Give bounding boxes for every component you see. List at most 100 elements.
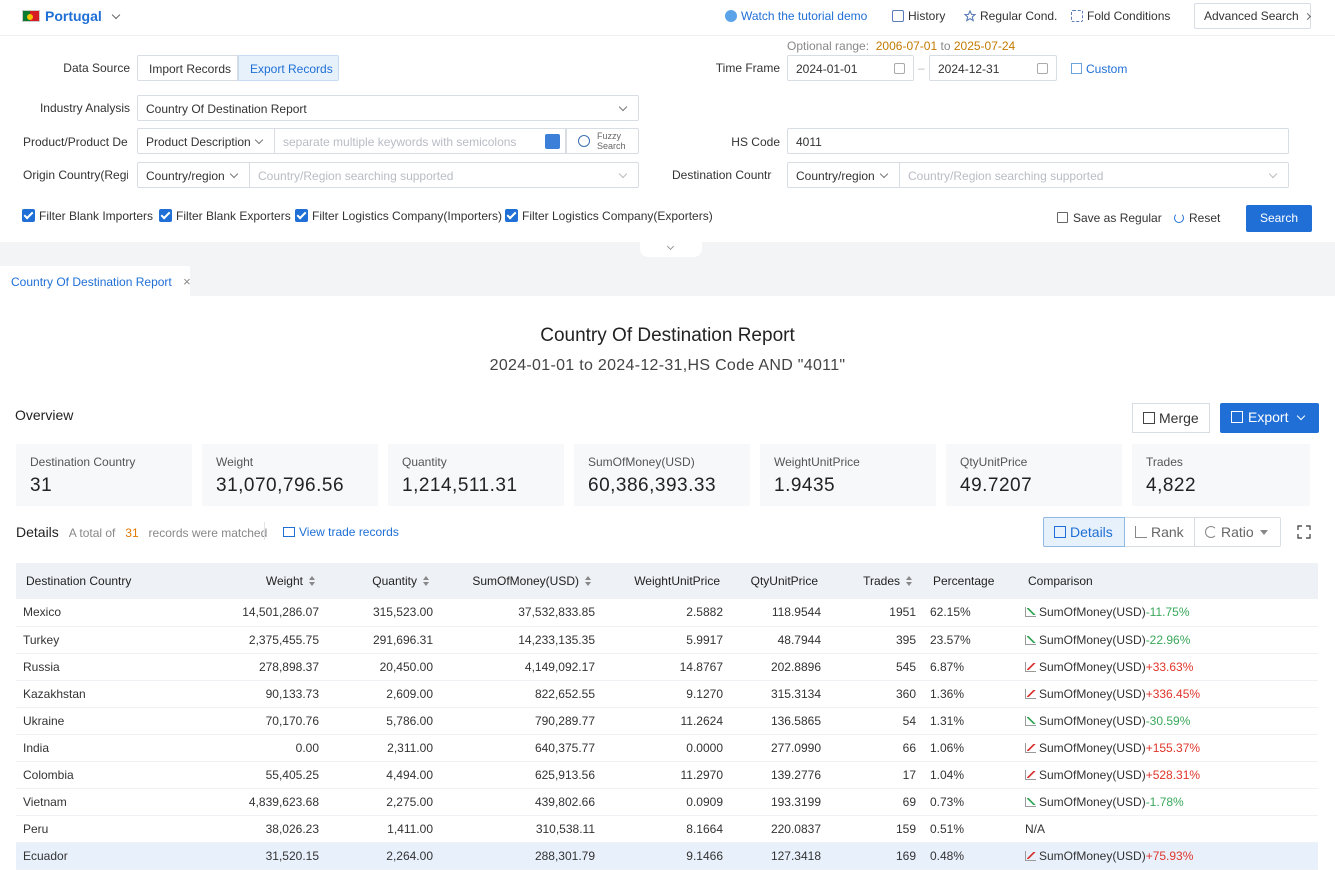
cell-weight: 55,405.25 (196, 761, 326, 789)
cell-weight-unit-price: 9.1466 (602, 842, 730, 870)
save-as-regular-button[interactable]: Save as Regular (1057, 211, 1162, 225)
cell-country: Ecuador (16, 842, 196, 870)
cell-percentage: 1.31% (923, 707, 1018, 735)
cell-trades: 545 (828, 653, 923, 681)
destination-type-select[interactable]: Country/region (787, 162, 900, 188)
stat-label: Trades (1146, 455, 1183, 469)
table-row[interactable]: Vietnam 4,839,623.68 2,275.00 439,802.66 0.0… (16, 788, 1318, 816)
cell-sum-of-money: 310,538.11 (440, 815, 602, 843)
collapse-toggle[interactable] (640, 242, 702, 257)
reset-icon (1174, 213, 1184, 223)
view-ratio-button[interactable]: Ratio (1194, 517, 1281, 547)
export-button[interactable]: Export (1220, 403, 1319, 433)
col-sum-of-money[interactable]: SumOfMoney(USD) (440, 563, 602, 599)
table-row[interactable]: Kazakhstan 90,133.73 2,609.00 822,652.55 9.1… (16, 680, 1318, 708)
keyword-picker-icon[interactable] (545, 134, 560, 149)
table-row[interactable]: Ecuador 31,520.15 2,264.00 288,301.79 9.1466… (16, 842, 1318, 870)
calendar-icon (1037, 63, 1048, 74)
trend-down-icon (1025, 607, 1036, 618)
export-records-button[interactable]: Export Records (238, 55, 339, 81)
report-subtitle: 2024-01-01 to 2024-12-31,HS Code AND "40… (489, 357, 846, 374)
country-selector[interactable]: Portugal (45, 8, 120, 24)
col-weight[interactable]: Weight (196, 563, 326, 599)
destination-country-label: Destination Countr (672, 168, 772, 182)
filter-blank-exporters[interactable]: Filter Blank Exporters (159, 209, 291, 223)
cell-percentage: 0.51% (923, 815, 1018, 843)
col-destination-country: Destination Country (16, 563, 196, 599)
cell-sum-of-money: 288,301.79 (440, 842, 602, 870)
view-rank-button[interactable]: Rank (1125, 517, 1195, 547)
cell-country: Mexico (16, 599, 196, 627)
date-separator: – (918, 61, 925, 75)
date-from-value: 2024-01-01 (796, 62, 858, 76)
advanced-search-button[interactable]: Advanced Search (1194, 3, 1312, 29)
cell-weight-unit-price: 0.0000 (602, 734, 730, 762)
cell-quantity: 2,311.00 (326, 734, 440, 762)
table-row[interactable]: Mexico 14,501,286.07 315,523.00 37,532,833.… (16, 599, 1318, 627)
col-trades[interactable]: Trades (828, 563, 923, 599)
industry-select[interactable]: Country Of Destination Report (137, 95, 639, 121)
cell-percentage: 0.73% (923, 788, 1018, 816)
date-from-input[interactable]: 2024-01-01 (787, 55, 914, 81)
history-link[interactable]: History (892, 9, 945, 23)
cell-percentage: 62.15% (923, 599, 1018, 627)
tab-country-of-destination-report[interactable]: Country Of Destination Report × (0, 266, 191, 296)
filter-label: Filter Logistics Company(Importers) (312, 209, 503, 223)
merge-button[interactable]: Merge (1132, 403, 1210, 433)
product-label: Product/Product De (23, 135, 128, 149)
comparison-value: -1.78% (1145, 794, 1184, 809)
keywords-input[interactable]: separate multiple keywords with semicolo… (274, 128, 566, 154)
cell-quantity: 20,450.00 (326, 653, 440, 681)
table-row[interactable]: Colombia 55,405.25 4,494.00 625,913.56 11.29… (16, 761, 1318, 789)
product-type-select[interactable]: Product Description (137, 128, 275, 154)
view-trade-records-link[interactable]: View trade records (283, 525, 399, 539)
trend-down-icon (1025, 796, 1036, 807)
origin-country-label: Origin Country(Regi (23, 168, 128, 182)
cell-qty-unit-price: 277.0990 (730, 734, 828, 762)
calendar-icon (894, 63, 905, 74)
destination-country-input[interactable]: Country/Region searching supported (899, 162, 1289, 188)
stat-qty-unit-price: QtyUnitPrice 49.7207 (946, 444, 1122, 506)
search-button[interactable]: Search (1246, 205, 1312, 232)
regular-cond-link[interactable]: Regular Cond. (963, 9, 1057, 23)
data-source-label: Data Source (63, 61, 130, 75)
comparison-value: N/A (1025, 821, 1046, 836)
origin-type-select[interactable]: Country/region (137, 162, 250, 188)
industry-value: Country Of Destination Report (146, 102, 307, 116)
date-to-input[interactable]: 2024-12-31 (929, 55, 1057, 81)
chevron-right-icon (1304, 12, 1312, 21)
header-label: Weight (265, 574, 303, 588)
col-comparison: Comparison (1018, 563, 1318, 599)
stat-label: Destination Country (30, 455, 136, 469)
import-records-button[interactable]: Import Records (137, 55, 238, 81)
cell-weight-unit-price: 2.5882 (602, 599, 730, 627)
filter-logistics-importers[interactable]: Filter Logistics Company(Importers) (295, 209, 502, 223)
table-row[interactable]: India 0.00 2,311.00 640,375.77 0.0000 277.099… (16, 734, 1318, 762)
table-row[interactable]: Ukraine 70,170.76 5,786.00 790,289.77 11.262… (16, 707, 1318, 735)
country-name: Portugal (45, 8, 102, 24)
merge-label: Merge (1159, 410, 1199, 426)
view-details-button[interactable]: Details (1043, 517, 1125, 547)
table-row[interactable]: Russia 278,898.37 20,450.00 4,149,092.17 14.… (16, 653, 1318, 681)
cell-percentage: 1.04% (923, 761, 1018, 789)
close-icon[interactable]: × (183, 274, 191, 289)
reset-button[interactable]: Reset (1174, 211, 1220, 225)
tutorial-link[interactable]: Watch the tutorial demo (725, 9, 867, 23)
trend-down-icon (1025, 715, 1036, 726)
fuzzy-search-toggle[interactable]: Fuzzy Search (566, 128, 639, 154)
filter-logistics-exporters[interactable]: Filter Logistics Company(Exporters) (505, 209, 713, 223)
fullscreen-icon[interactable] (1297, 525, 1311, 539)
destination-placeholder: Country/Region searching supported (908, 169, 1104, 183)
cell-trades: 360 (828, 680, 923, 708)
origin-country-input[interactable]: Country/Region searching supported (249, 162, 639, 188)
filter-blank-importers[interactable]: Filter Blank Importers (22, 209, 153, 223)
custom-link[interactable]: Custom (1071, 62, 1127, 76)
table-row[interactable]: Turkey 2,375,455.75 291,696.31 14,233,135.3… (16, 626, 1318, 654)
table-row[interactable]: Peru 38,026.23 1,411.00 310,538.11 8.1664 220… (16, 815, 1318, 843)
total-count: 31 (125, 526, 139, 540)
fold-conditions-link[interactable]: Fold Conditions (1071, 9, 1170, 23)
tab-label: Country Of Destination Report (11, 275, 172, 289)
custom-label: Custom (1086, 62, 1128, 76)
col-quantity[interactable]: Quantity (326, 563, 440, 599)
hs-code-input[interactable]: 4011 (787, 128, 1289, 154)
